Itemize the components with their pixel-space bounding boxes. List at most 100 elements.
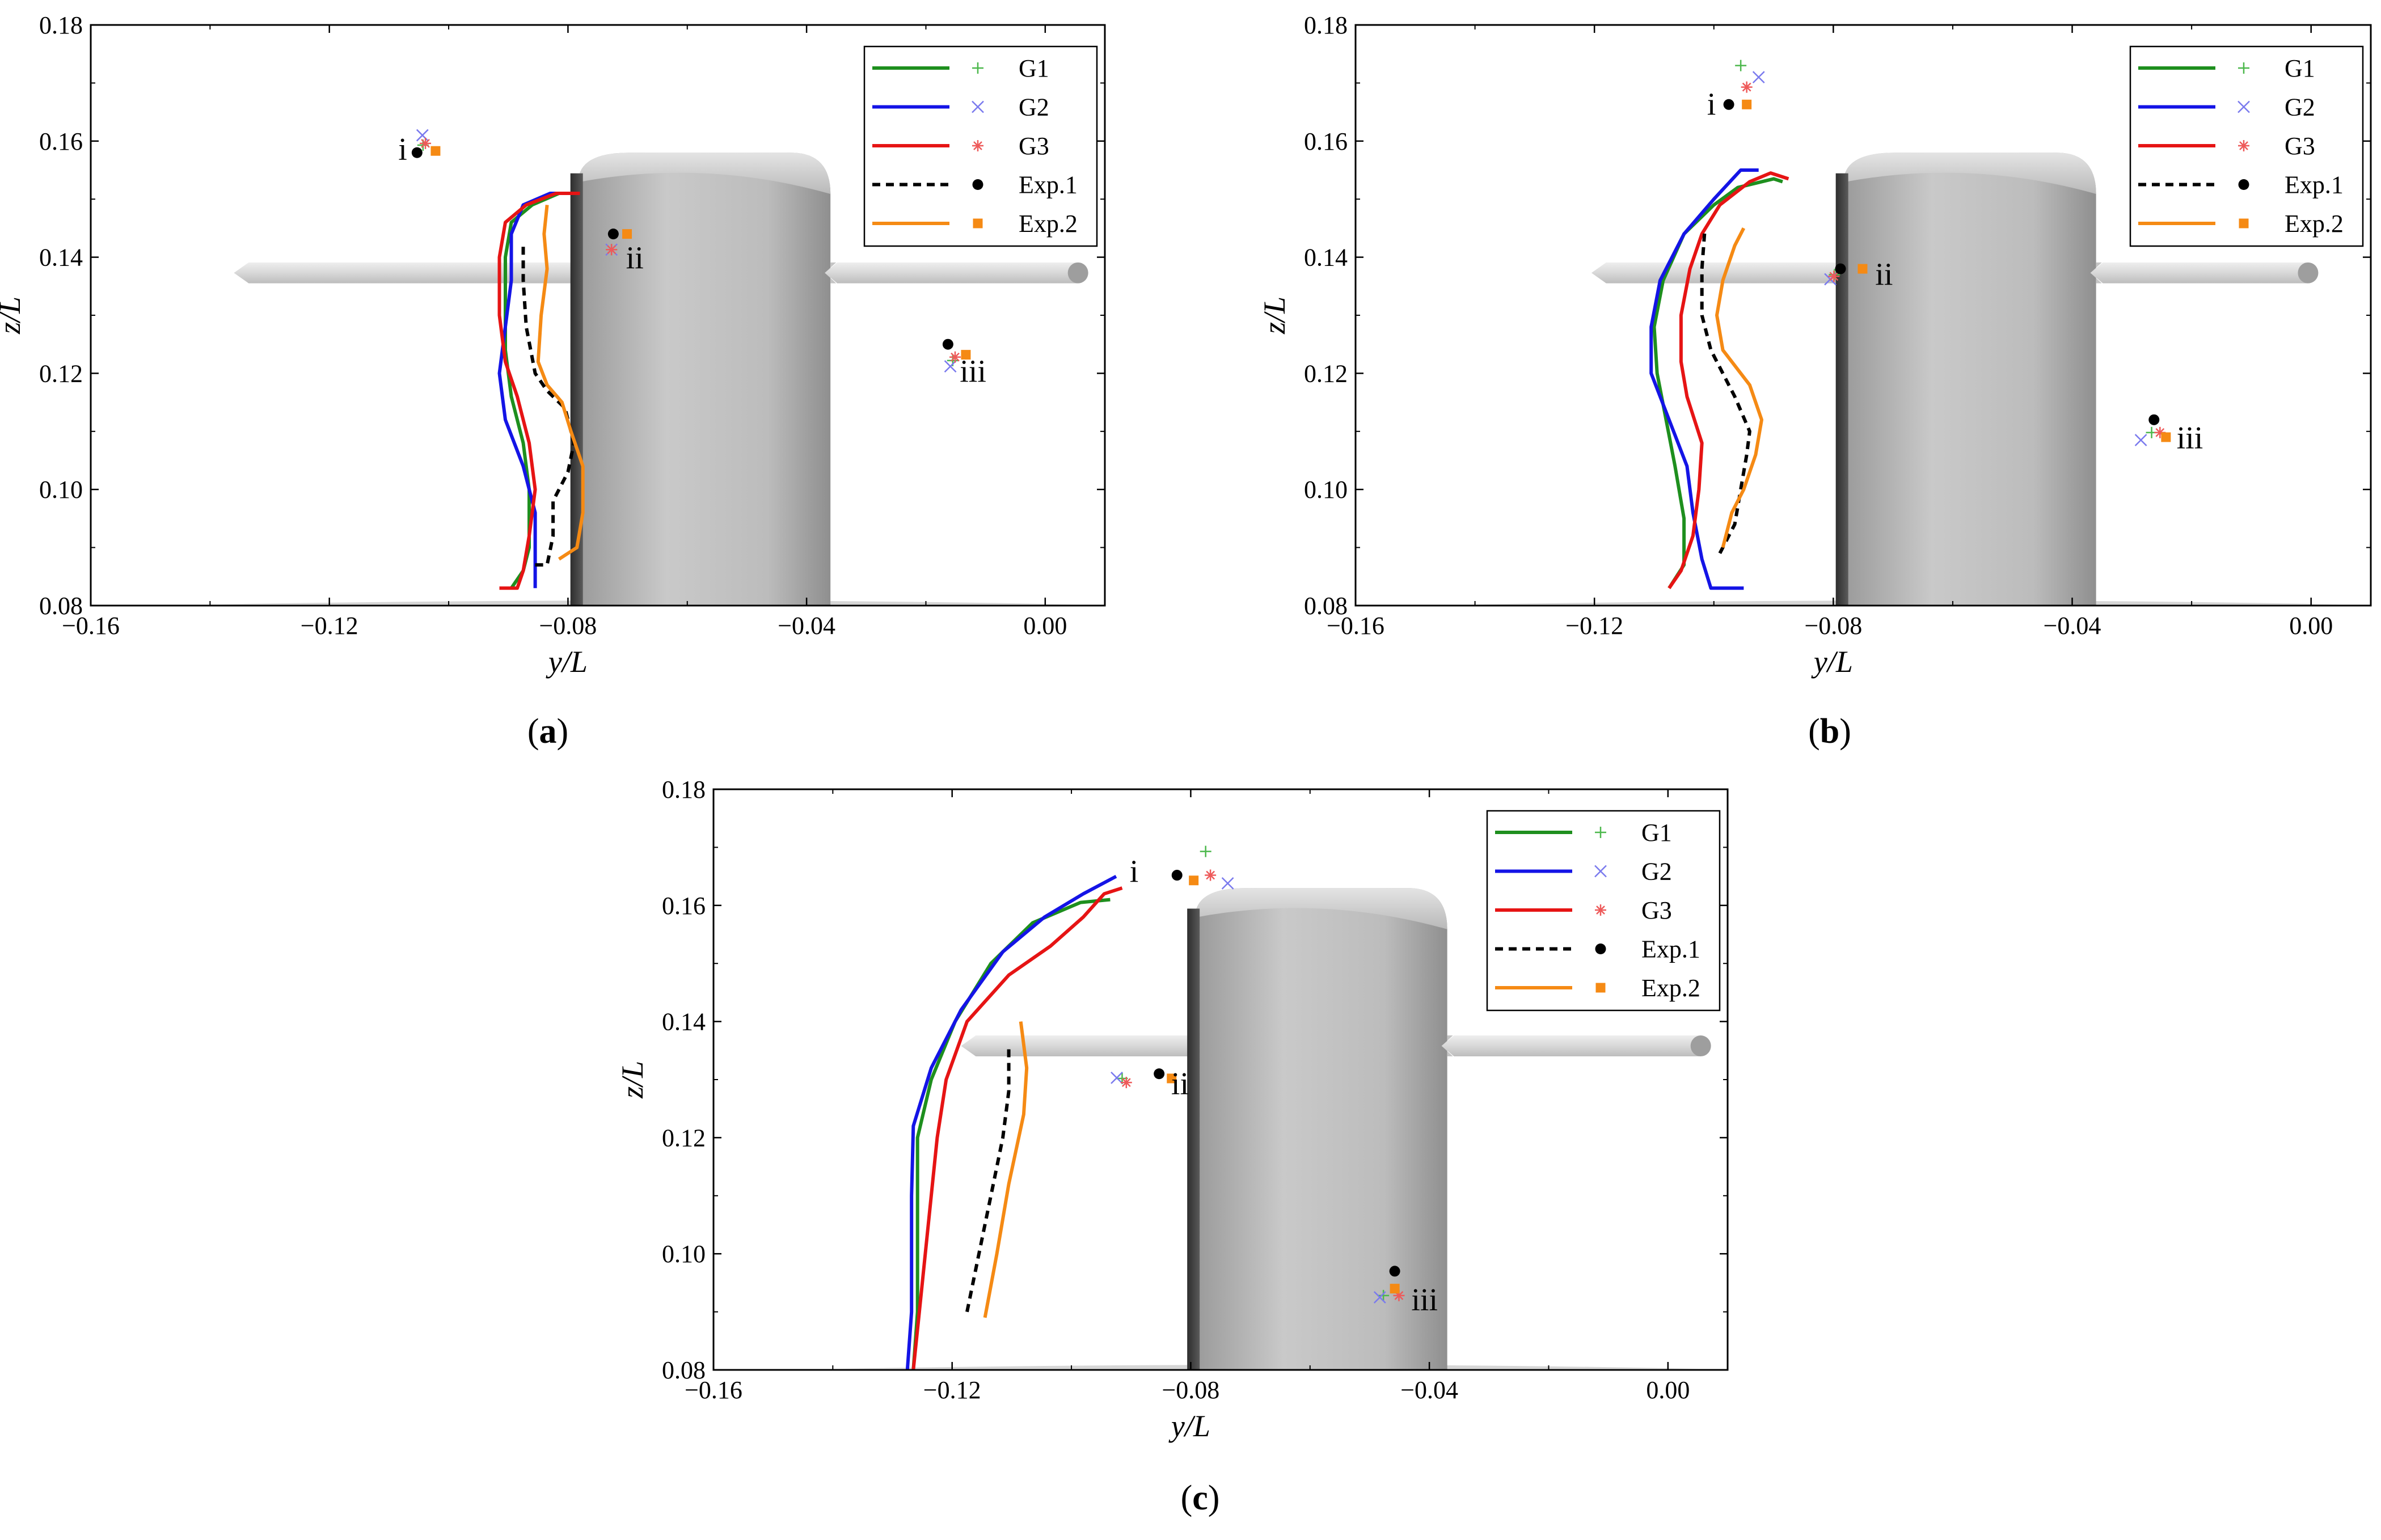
y-axis-label: z/L xyxy=(1257,297,1291,335)
legend-label: Exp.2 xyxy=(2285,210,2344,238)
left-plane-shape xyxy=(1591,262,1844,284)
curve-g3 xyxy=(911,886,1123,1370)
sail-shape xyxy=(1843,153,2096,606)
x-axis-label: y/L xyxy=(546,645,588,679)
x-tick-label: −0.12 xyxy=(923,1376,981,1404)
panel-label: (c) xyxy=(1181,1479,1220,1517)
marker-exp2-i xyxy=(1189,875,1199,886)
marker-exp1-ii xyxy=(1154,1068,1165,1080)
x-tick-label: −0.04 xyxy=(1400,1376,1458,1404)
y-tick-label: 0.16 xyxy=(1304,128,1348,155)
legend-entry-g1: G1 xyxy=(1495,819,1672,847)
point-label-ii: ii xyxy=(1171,1067,1189,1102)
marker-g2-i xyxy=(416,129,429,142)
marker-g3-ii xyxy=(1120,1077,1132,1089)
legend-label: Exp.1 xyxy=(2285,171,2344,199)
legend-marker xyxy=(1595,944,1606,954)
legend-marker xyxy=(1595,904,1606,916)
legend-label: G3 xyxy=(1641,896,1672,924)
x-tick-label: 0.00 xyxy=(1023,612,1067,640)
legend-label: Exp.2 xyxy=(1641,974,1700,1002)
sail-shape xyxy=(578,153,831,606)
marker-exp2-iii xyxy=(961,350,971,360)
y-tick-label: 0.08 xyxy=(662,1356,706,1384)
x-axis-label: y/L xyxy=(1168,1409,1210,1443)
y-tick-label: 0.14 xyxy=(39,244,83,272)
marker-exp2-i xyxy=(1742,99,1752,109)
curve-exp2 xyxy=(536,205,585,561)
y-tick-label: 0.14 xyxy=(662,1008,706,1036)
legend-marker xyxy=(2238,179,2249,190)
right-plane-shape xyxy=(2090,262,2308,284)
marker-g2-ii xyxy=(1111,1072,1123,1084)
submarine-model-image xyxy=(1475,153,2341,606)
submarine-model-image xyxy=(833,888,1711,1370)
legend: G1 G2 G3 Exp.1 Exp.2 xyxy=(1486,810,1721,1012)
marker-exp1-iii xyxy=(2148,414,2160,425)
marker-exp2-ii xyxy=(1167,1073,1177,1084)
y-tick-label: 0.10 xyxy=(662,1240,706,1268)
legend-entry-g3: G3 xyxy=(2138,132,2315,160)
legend-label: G1 xyxy=(1019,54,1049,82)
legend: G1 G2 G3 Exp.1 Exp.2 xyxy=(2129,45,2364,247)
panel-letter: a xyxy=(539,712,557,751)
legend-marker xyxy=(973,218,983,229)
marker-exp2-iii xyxy=(2161,432,2171,442)
point-label-ii: ii xyxy=(1875,257,1893,292)
ticks: −0.16 −0.12 −0.08 −0.04 0.00 0.08 0.10 0.12 0.14… xyxy=(1304,11,2371,640)
legend-entry-exp2: Exp.2 xyxy=(872,210,1078,238)
right-plane-shape xyxy=(825,262,1078,284)
legend-label: G3 xyxy=(1019,132,1049,160)
legend-entry-exp1: Exp.1 xyxy=(2138,171,2344,199)
curve-exp2 xyxy=(983,1021,1029,1318)
marker-exp1-iii xyxy=(942,339,953,350)
legend-entry-exp1: Exp.1 xyxy=(1495,936,1700,963)
panel-letter: b xyxy=(1820,712,1839,751)
y-axis-label: z/L xyxy=(0,297,27,335)
marker-g3-ii xyxy=(606,244,618,256)
legend-label: G1 xyxy=(2285,54,2315,82)
legend-entry-exp2: Exp.2 xyxy=(2138,210,2344,238)
legend-entry-g3: G3 xyxy=(1495,896,1672,924)
marker-g3-iii xyxy=(2154,426,2166,438)
y-tick-label: 0.10 xyxy=(39,476,83,504)
marker-exp1-iii xyxy=(1389,1266,1400,1277)
x-tick-label: 0.00 xyxy=(2289,612,2333,640)
curves xyxy=(905,874,1123,1370)
point-label-i: i xyxy=(1130,854,1139,889)
sail-top-shape xyxy=(1843,153,2096,194)
marker-g3-i xyxy=(420,137,432,149)
legend-marker xyxy=(972,62,983,74)
panel-label: (a) xyxy=(527,712,568,751)
point-label-i: i xyxy=(398,132,407,167)
sail-shape xyxy=(1195,888,1447,1370)
y-tick-label: 0.10 xyxy=(1304,476,1348,504)
x-tick-label: −0.08 xyxy=(539,612,597,640)
x-tick-label: 0.00 xyxy=(1646,1376,1690,1404)
legend-marker xyxy=(2239,218,2249,229)
y-tick-label: 0.16 xyxy=(662,892,706,920)
marker-exp2-ii xyxy=(622,229,632,239)
legend-marker xyxy=(972,179,983,190)
ticks: −0.16 −0.12 −0.08 −0.04 0.00 0.08 0.10 0.12 0.14… xyxy=(662,776,1728,1404)
legend-entry-g1: G1 xyxy=(2138,54,2315,82)
legend: G1 G2 G3 Exp.1 Exp.2 xyxy=(863,45,1098,247)
panel-letter: c xyxy=(1192,1479,1208,1517)
legend-marker xyxy=(1594,865,1607,878)
legend-label: Exp.1 xyxy=(1641,936,1700,963)
left-plane-shape xyxy=(961,1035,1196,1057)
legend-entry-g2: G2 xyxy=(872,94,1049,121)
legend-label: G2 xyxy=(1019,94,1049,121)
point-label-i: i xyxy=(1707,87,1716,122)
marker-exp1-i xyxy=(1171,870,1183,881)
legend-marker xyxy=(2238,62,2249,74)
marker-exp1-ii xyxy=(1835,263,1846,274)
panel-label: (b) xyxy=(1808,712,1851,751)
legend-marker xyxy=(972,140,983,151)
marker-g1-i xyxy=(1735,60,1747,71)
